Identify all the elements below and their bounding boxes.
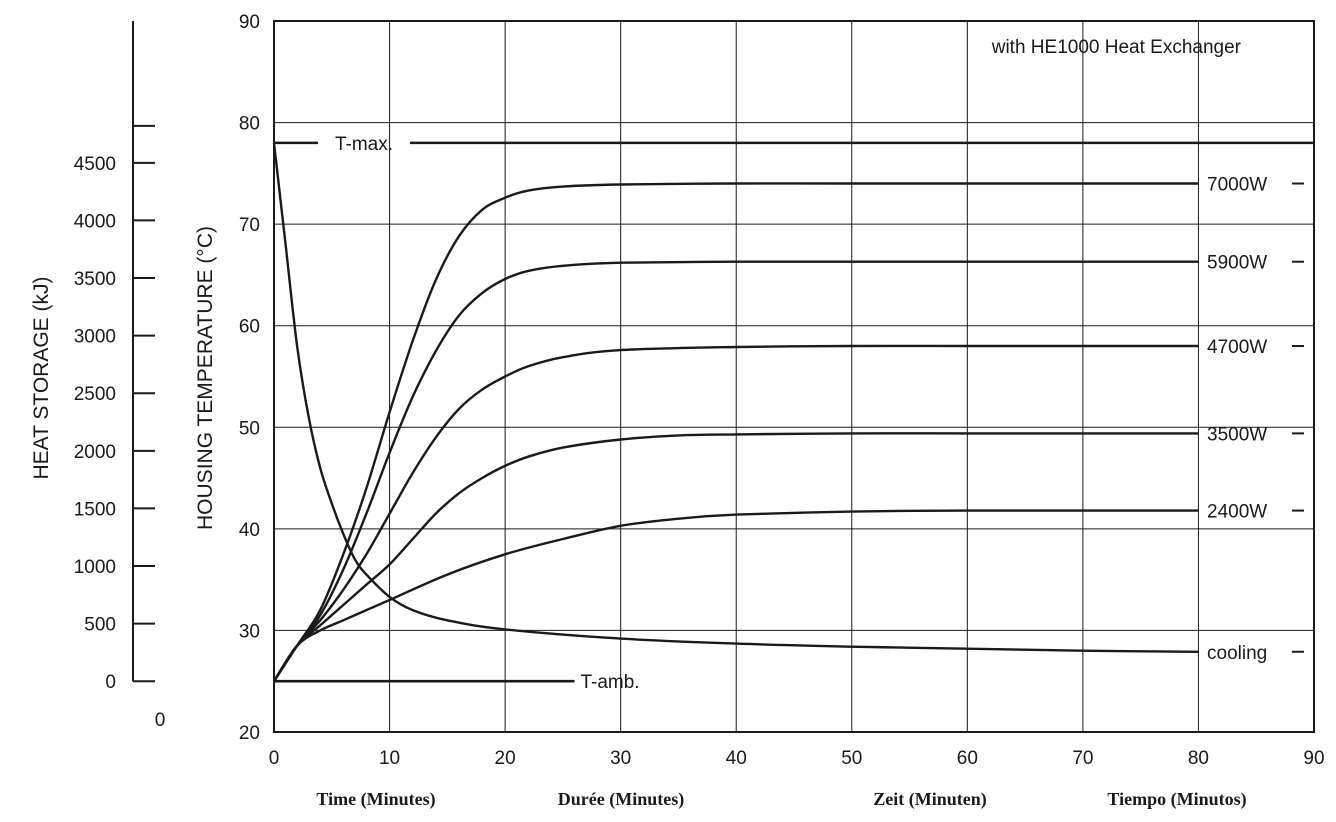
y-tick-label: 20 bbox=[239, 723, 260, 744]
series-label-cooling: cooling bbox=[1207, 643, 1267, 664]
label-layer: 0 10 20 30 40 50 60 70 80 90 20 30 40 50 60 70 80 90 bbox=[239, 12, 1325, 769]
y-tick-label: 90 bbox=[239, 12, 260, 33]
heat-storage-tick-label: 2000 bbox=[74, 442, 116, 463]
series-label-3500w: 3500W bbox=[1207, 424, 1267, 445]
heat-storage-tick-label: 3500 bbox=[74, 269, 116, 290]
series-7000w bbox=[272, 182, 1199, 682]
x-label-zeit: Zeit (Minuten) bbox=[873, 789, 986, 810]
heat-storage-axis: 0 500 1000 1500 2000 2500 3000 3500 4000 4500 bbox=[74, 21, 155, 693]
x-tick-label: 20 bbox=[495, 748, 516, 769]
y-tick-label: 80 bbox=[239, 114, 260, 135]
series-3500w bbox=[272, 432, 1199, 682]
heat-storage-tick-label: 4500 bbox=[74, 154, 116, 175]
x-tick-label: 50 bbox=[841, 748, 862, 769]
reference-lines: T-max. T-amb. bbox=[274, 134, 1314, 693]
y-tick-label: 70 bbox=[239, 215, 260, 236]
plot-frame bbox=[273, 20, 1315, 733]
series-4700w bbox=[272, 344, 1199, 682]
x-tick-label: 80 bbox=[1188, 748, 1209, 769]
heat-storage-extra-label: 0 bbox=[155, 710, 166, 731]
series-cooling bbox=[272, 142, 1199, 653]
t-max-label: T-max. bbox=[335, 134, 393, 155]
x-tick-label: 90 bbox=[1303, 748, 1324, 769]
x-tick-label: 40 bbox=[726, 748, 747, 769]
x-label-time: Time (Minutes) bbox=[316, 789, 435, 810]
y-tick-label: 60 bbox=[239, 317, 260, 338]
annotation: with HE1000 Heat Exchanger bbox=[991, 37, 1242, 58]
heat-storage-tick-label: 1500 bbox=[74, 499, 116, 520]
grid-layer bbox=[273, 20, 1315, 733]
heat-storage-tick-label: 0 bbox=[105, 672, 116, 693]
y-tick-label: 40 bbox=[239, 520, 260, 541]
heat-storage-axis-title: HEAT STORAGE (kJ) bbox=[30, 276, 53, 479]
heat-storage-tick-label: 2500 bbox=[74, 384, 116, 405]
heat-storage-tick-label: 500 bbox=[84, 615, 116, 636]
x-tick-label: 60 bbox=[957, 748, 978, 769]
y-tick-label: 50 bbox=[239, 418, 260, 439]
series-label-7000w: 7000W bbox=[1207, 175, 1267, 196]
series-layer: 7000W 5900W 4700W 3500W 2400W cooling bbox=[272, 142, 1304, 682]
y-tick-label: 30 bbox=[239, 621, 260, 642]
series-label-5900w: 5900W bbox=[1207, 253, 1267, 274]
t-amb-label: T-amb. bbox=[580, 672, 639, 693]
x-tick-label: 30 bbox=[610, 748, 631, 769]
heat-storage-tick-label: 4000 bbox=[74, 211, 116, 232]
x-tick-label: 10 bbox=[379, 748, 400, 769]
heat-storage-tick-label: 1000 bbox=[74, 557, 116, 578]
series-label-4700w: 4700W bbox=[1207, 337, 1267, 358]
x-tick-label: 0 bbox=[269, 748, 280, 769]
y-axis-title: HOUSING TEMPERATURE (°C) bbox=[194, 226, 217, 530]
series-2400w bbox=[272, 509, 1199, 682]
series-5900w bbox=[272, 260, 1199, 682]
series-label-2400w: 2400W bbox=[1207, 502, 1267, 523]
x-label-tiempo: Tiempo (Minutos) bbox=[1107, 789, 1246, 810]
x-tick-label: 70 bbox=[1072, 748, 1093, 769]
heat-storage-tick-label: 3000 bbox=[74, 327, 116, 348]
x-label-duree: Durée (Minutes) bbox=[558, 789, 684, 810]
